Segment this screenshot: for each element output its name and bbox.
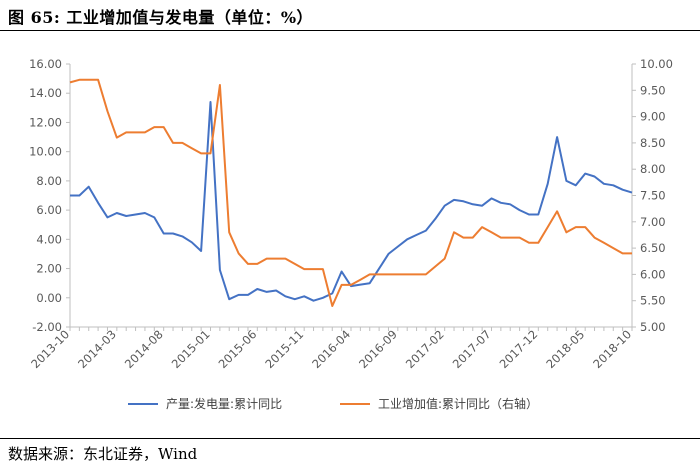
x-tick-label: 2014-08 [122, 327, 166, 371]
left-y-tick-label: 2.00 [36, 262, 62, 276]
left-y-tick-label: -2.00 [32, 320, 62, 334]
series-line-power-output [70, 101, 633, 302]
right-y-tick-label: 5.50 [640, 294, 666, 308]
x-tick-label: 2017-02 [403, 327, 447, 371]
x-tick-label: 2016-09 [356, 327, 400, 371]
x-tick-label: 2015-01 [169, 327, 213, 371]
right-y-tick-label: 8.00 [640, 162, 666, 176]
x-tick-label: 2018-10 [590, 327, 634, 371]
left-y-tick-label: 8.00 [36, 174, 62, 188]
right-y-tick-label: 7.50 [640, 189, 666, 203]
x-tick-label: 2016-04 [309, 327, 353, 371]
right-y-tick-label: 9.00 [640, 110, 666, 124]
bottom-rule [0, 438, 700, 439]
left-y-tick-label: 4.00 [36, 232, 62, 246]
legend-label-industrial-value-added: 工业增加值:累计同比（右轴） [378, 396, 538, 411]
right-y-tick-label: 6.00 [640, 267, 666, 281]
series-line-industrial-value-added [69, 78, 632, 307]
right-y-tick-label: 8.50 [640, 136, 666, 150]
left-y-tick-label: 0.00 [36, 291, 62, 305]
x-tick-label: 2015-11 [262, 327, 306, 371]
right-y-tick-label: 5.00 [640, 320, 666, 334]
source-note: 数据来源：东北证券，Wind [8, 445, 198, 463]
top-rule [0, 30, 700, 31]
right-y-tick-label: 9.50 [640, 83, 666, 97]
legend-label-power-output: 产量:发电量:累计同比 [166, 396, 282, 411]
x-tick-label: 2015-06 [216, 327, 260, 371]
left-y-tick-label: 16.00 [29, 57, 62, 71]
x-tick-label: 2017-07 [450, 327, 494, 371]
line-chart: -2.00 0.00 2.00 4.00 6.00 8.00 10.00 12.00 14.00… [28, 57, 673, 411]
x-tick-label: 2014-03 [75, 327, 119, 371]
left-y-tick-label: 12.00 [29, 115, 62, 129]
x-tick-label: 2017-12 [497, 327, 541, 371]
right-y-tick-label: 6.50 [640, 241, 666, 255]
figure-title: 图 65: 工业增加值与发电量（单位：%） [8, 8, 314, 27]
right-y-tick-label: 10.00 [640, 57, 673, 71]
right-y-tick-label: 7.00 [640, 215, 666, 229]
left-y-tick-label: 10.00 [29, 145, 62, 159]
left-y-tick-label: 14.00 [29, 86, 62, 100]
left-y-tick-label: 6.00 [36, 203, 62, 217]
x-tick-label: 2018-05 [543, 327, 587, 371]
